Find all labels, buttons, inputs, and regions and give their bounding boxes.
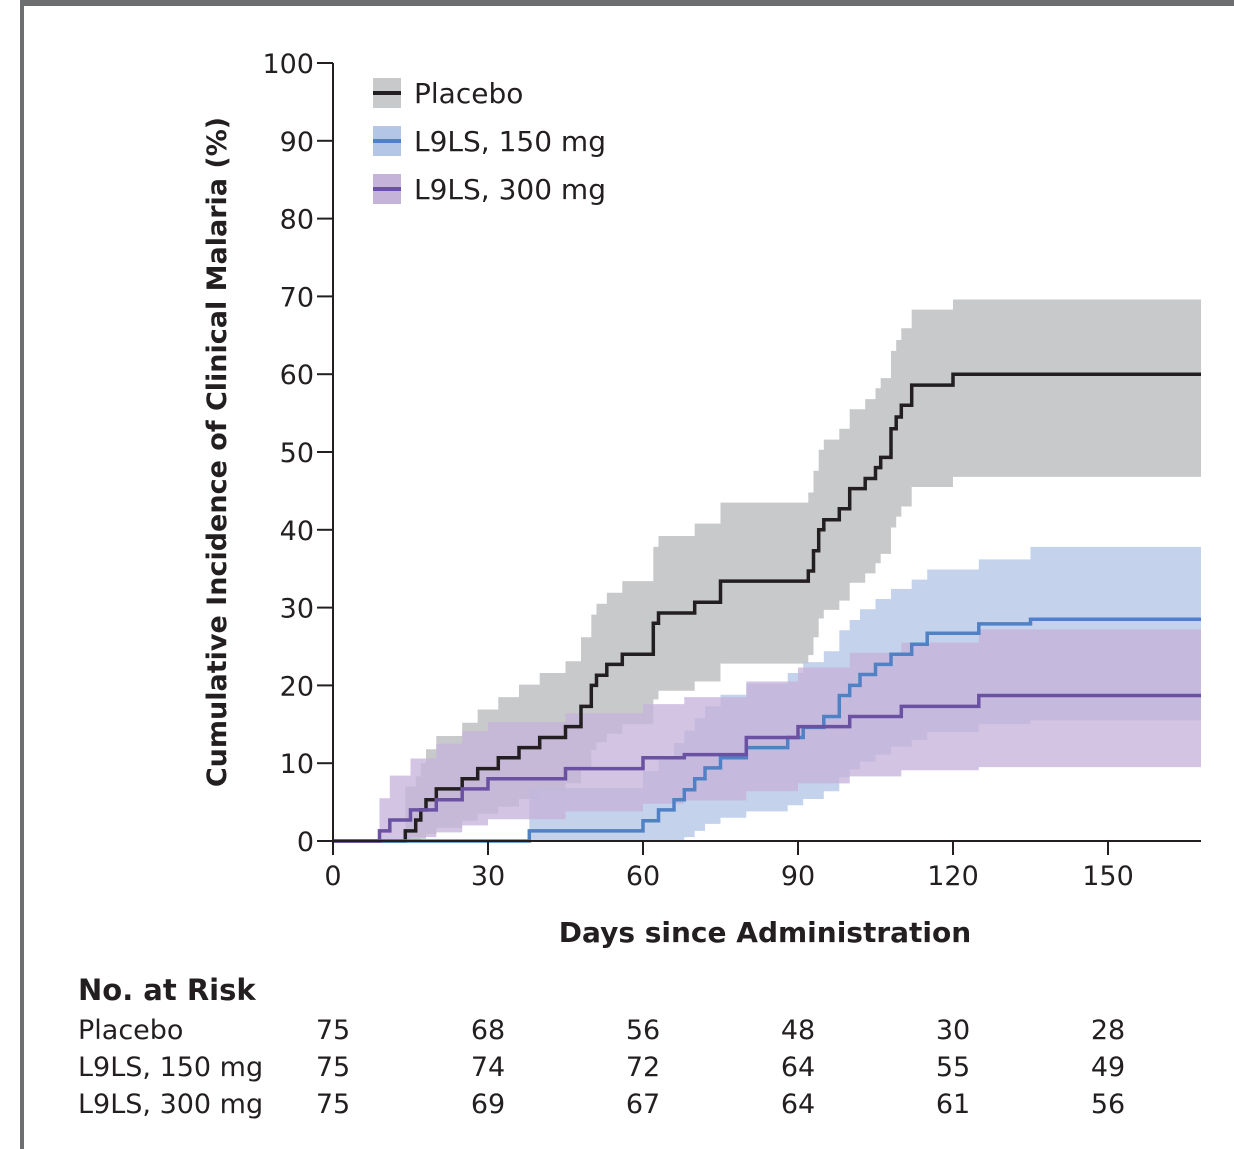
confidence-bands (333, 299, 1201, 841)
risk-value: 64 (780, 1089, 816, 1120)
frame-top-border (20, 0, 1234, 6)
risk-value: 72 (625, 1052, 661, 1083)
y-tick-label: 0 (297, 827, 314, 858)
risk-value: 68 (470, 1015, 506, 1046)
risk-value: 69 (470, 1089, 506, 1120)
y-tick-label: 60 (280, 360, 314, 391)
y-tick-label: 70 (280, 282, 314, 313)
risk-row: L9LS, 300 mg 75 69 67 64 61 56 (78, 1086, 1228, 1123)
y-tick-label: 100 (262, 49, 314, 80)
risk-value: 28 (1090, 1015, 1126, 1046)
y-tick-label: 50 (280, 438, 314, 469)
x-tick-label: 60 (626, 861, 660, 892)
risk-row-label: L9LS, 150 mg (78, 1052, 264, 1083)
x-tick-label: 30 (471, 861, 505, 892)
y-tick-label: 90 (280, 127, 314, 158)
legend-label: Placebo (414, 77, 523, 110)
risk-value: 48 (780, 1015, 816, 1046)
y-tick-label: 30 (280, 594, 314, 625)
risk-value: 56 (1090, 1089, 1126, 1120)
frame-left-border (20, 0, 24, 1149)
y-tick-label: 40 (280, 516, 314, 547)
y-tick-label: 10 (280, 749, 314, 780)
axes: 0 10 20 30 40 50 60 70 80 90 100 0 30 60 90 120 150 (262, 49, 1201, 892)
y-axis-title: Cumulative Incidence of Clinical Malaria… (202, 117, 233, 787)
risk-row-label: Placebo (78, 1015, 184, 1046)
y-tick-label: 80 (280, 205, 314, 236)
x-tick-label: 120 (927, 861, 979, 892)
risk-value: 49 (1090, 1052, 1126, 1083)
series-line-1 (333, 372, 1201, 843)
x-tick-label: 0 (324, 861, 341, 892)
series-line-3 (333, 693, 1201, 843)
risk-value: 75 (315, 1089, 351, 1120)
risk-table-title: No. at Risk (78, 973, 256, 1007)
risk-value: 75 (315, 1052, 351, 1083)
y-tick-label: 20 (280, 671, 314, 702)
legend-label: L9LS, 300 mg (414, 173, 606, 206)
risk-value: 67 (625, 1089, 661, 1120)
risk-value: 55 (935, 1052, 971, 1083)
ci-band-1 (333, 299, 1201, 841)
risk-value: 61 (935, 1089, 971, 1120)
legend: Placebo L9LS, 150 mg L9LS, 300 mg (373, 77, 606, 206)
risk-value: 75 (315, 1015, 351, 1046)
risk-value: 64 (780, 1052, 816, 1083)
ci-band-3 (333, 629, 1201, 841)
risk-value: 74 (470, 1052, 506, 1083)
risk-value: 56 (625, 1015, 661, 1046)
risk-row: Placebo 75 68 56 48 30 28 (78, 1012, 1228, 1049)
x-tick-label: 90 (781, 861, 815, 892)
x-tick-label: 150 (1082, 861, 1134, 892)
risk-row: L9LS, 150 mg 75 74 72 64 55 49 (78, 1049, 1228, 1086)
legend-label: L9LS, 150 mg (414, 125, 606, 158)
risk-row-label: L9LS, 300 mg (78, 1089, 264, 1120)
risk-value: 30 (935, 1015, 971, 1046)
x-axis-title: Days since Administration (559, 916, 971, 949)
series-lines (333, 372, 1201, 843)
